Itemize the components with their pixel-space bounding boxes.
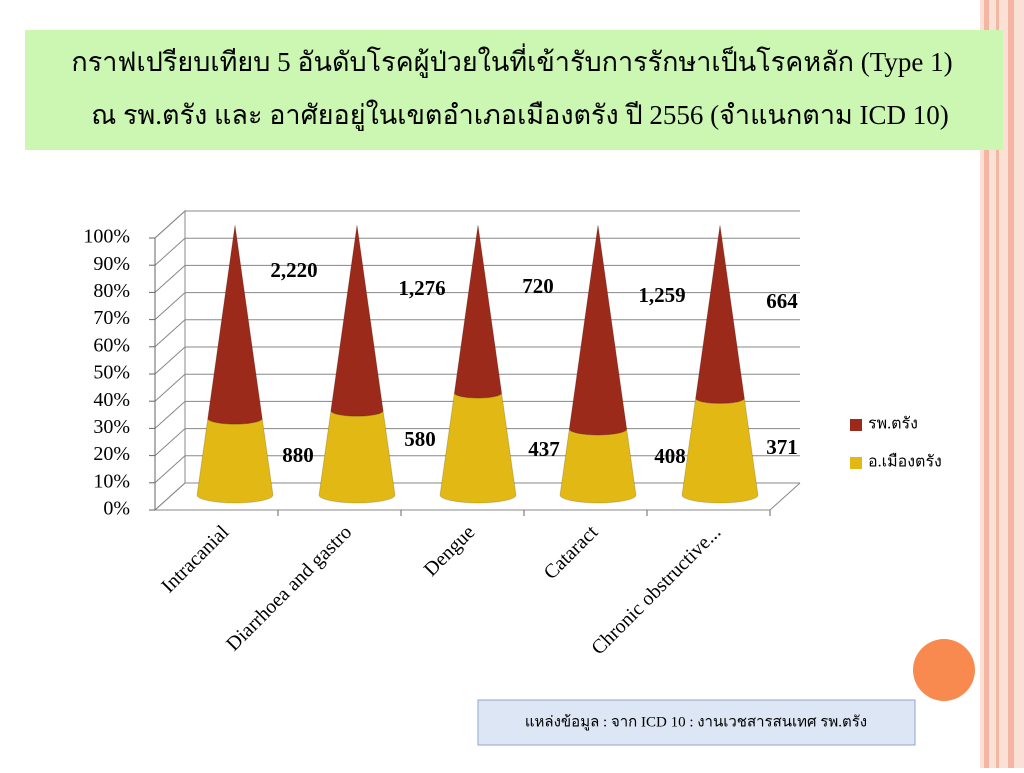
x-tick-label: Intracanial bbox=[157, 521, 233, 597]
data-label: 664 bbox=[766, 289, 798, 313]
cone-segment bbox=[196, 418, 274, 504]
y-tick-label: 10% bbox=[93, 470, 130, 492]
y-tick-label: 100% bbox=[83, 226, 130, 248]
cone-segment bbox=[568, 224, 628, 436]
decoration-circle bbox=[913, 639, 975, 701]
cone-segment bbox=[695, 224, 745, 404]
source: แหล่งข้อมูล : จาก ICD 10 : งานเวชสารสนเท… bbox=[525, 713, 867, 730]
y-tick-label: 80% bbox=[93, 280, 130, 302]
x-tick-label: Dengue bbox=[420, 521, 480, 581]
y-tick-label: 20% bbox=[93, 443, 130, 465]
chart-title: กราฟเปรียบเทียบ 5 อันดับโรคผู้ป่วยในที่เ… bbox=[71, 43, 952, 78]
cone-segment bbox=[559, 428, 637, 504]
side-stripe bbox=[996, 0, 999, 768]
y-tick-label: 60% bbox=[93, 334, 130, 356]
legend-swatch bbox=[850, 457, 862, 469]
plot: 0% 10% 20% 30% 40% 50% 60% 70% 80% 90% 100% Intraca… bbox=[83, 209, 942, 659]
legend-label: รพ.ตรัง bbox=[868, 416, 918, 433]
source-box bbox=[477, 699, 916, 746]
y-tick-label: 40% bbox=[93, 389, 130, 411]
data-label: 880 bbox=[282, 443, 314, 467]
y-tick-label: 0% bbox=[103, 498, 130, 520]
x-tick-label: Chronic obstructive... bbox=[587, 521, 725, 659]
cone-segment bbox=[681, 398, 759, 504]
y-tick-label: 50% bbox=[93, 362, 130, 384]
legend-swatch bbox=[850, 419, 862, 431]
data-label: 371 bbox=[766, 435, 798, 459]
cone-segment bbox=[439, 392, 517, 504]
cone-segment bbox=[207, 224, 263, 425]
cone-segment bbox=[453, 224, 503, 399]
chart-title: ณ รพ.ตรัง และ อาศัยอยู่ในเขตอำเภอเมืองตร… bbox=[91, 99, 949, 131]
data-label: 720 bbox=[522, 274, 554, 298]
cone-segment bbox=[318, 410, 396, 504]
x-tick-label: Diarrhoea and gastro bbox=[222, 521, 356, 655]
grid-line bbox=[154, 237, 800, 266]
side-stripe bbox=[1008, 0, 1014, 768]
grid-line bbox=[154, 210, 800, 239]
data-label: 437 bbox=[528, 437, 560, 461]
y-tick-label: 70% bbox=[93, 307, 130, 329]
data-label: 1,276 bbox=[398, 276, 445, 300]
cone-segment bbox=[330, 224, 384, 417]
x-tick-label: Cataract bbox=[540, 521, 603, 584]
data-label: 580 bbox=[404, 427, 436, 451]
data-label: 408 bbox=[654, 444, 686, 468]
y-tick-label: 30% bbox=[93, 416, 130, 438]
data-label: 1,259 bbox=[638, 283, 685, 307]
side-stripe bbox=[984, 0, 989, 768]
data-label: 2,220 bbox=[270, 258, 317, 282]
legend-label: อ.เมืองตรัง bbox=[868, 453, 942, 471]
y-tick-label: 90% bbox=[93, 253, 130, 275]
title-box bbox=[25, 30, 1003, 150]
